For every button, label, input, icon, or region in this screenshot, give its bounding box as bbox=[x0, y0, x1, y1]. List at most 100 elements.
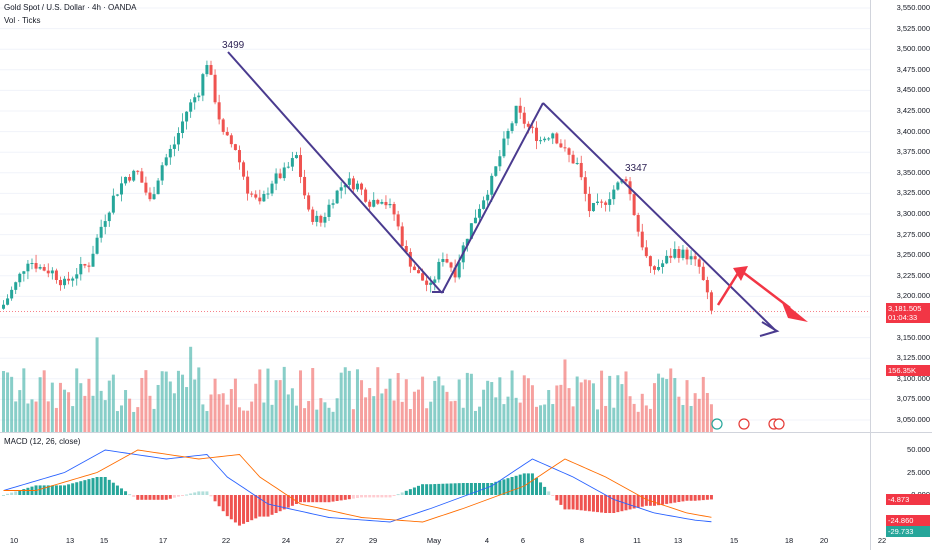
macd-histogram-bar bbox=[185, 494, 189, 496]
volume-bar bbox=[181, 374, 185, 432]
macd-histogram-bar bbox=[709, 495, 713, 500]
macd-histogram-bar bbox=[83, 480, 87, 495]
macd-histogram-bar bbox=[453, 483, 457, 495]
macd-histogram-bar bbox=[437, 483, 441, 495]
candle-body bbox=[197, 95, 201, 98]
volume-bar bbox=[453, 400, 457, 432]
candle-body bbox=[368, 201, 372, 207]
volume-bar bbox=[364, 397, 368, 432]
volume-bar bbox=[351, 409, 355, 432]
macd-histogram-bar bbox=[506, 478, 510, 495]
candle-body bbox=[103, 221, 107, 227]
candle-body bbox=[339, 187, 343, 191]
volume-bar bbox=[172, 393, 176, 432]
candle-body bbox=[665, 255, 669, 264]
price-tick: 3,350.000 bbox=[896, 167, 930, 177]
volume-bar bbox=[71, 406, 75, 432]
candle-body bbox=[67, 278, 71, 281]
candle-body bbox=[185, 111, 189, 122]
macd-histogram-bar bbox=[433, 484, 437, 495]
macd-histogram-bar bbox=[2, 495, 5, 496]
volume-bar bbox=[311, 368, 315, 432]
macd-histogram-bar bbox=[604, 495, 608, 513]
macd-histogram-bar bbox=[596, 495, 600, 513]
macd-histogram-bar bbox=[697, 495, 701, 501]
candle-body bbox=[616, 182, 620, 190]
volume-bar bbox=[461, 407, 465, 432]
price-tick: 3,150.000 bbox=[896, 332, 930, 342]
price-tick: 3,100.000 bbox=[896, 373, 930, 383]
candle-body bbox=[237, 150, 241, 163]
volume-bar bbox=[6, 372, 10, 432]
candle-body bbox=[168, 148, 172, 158]
candle-body bbox=[355, 183, 359, 190]
volume-bar bbox=[360, 380, 364, 432]
candle-body bbox=[58, 279, 62, 286]
volume-bar bbox=[26, 403, 30, 432]
volume-bar bbox=[128, 398, 132, 432]
volume-bar bbox=[697, 398, 701, 432]
macd-histogram-bar bbox=[445, 483, 449, 495]
macd-histogram-bar bbox=[136, 495, 140, 500]
volume-bar bbox=[327, 407, 331, 432]
macd-histogram-bar bbox=[50, 485, 54, 495]
volume-bar bbox=[164, 371, 168, 432]
volume-bar bbox=[490, 382, 494, 432]
volume-bar bbox=[661, 377, 665, 432]
macd-histogram-bar bbox=[486, 483, 490, 495]
macd-histogram-bar bbox=[258, 495, 262, 517]
candle-body bbox=[22, 271, 26, 274]
macd-histogram-bar bbox=[164, 495, 168, 500]
projection-arrowhead-down bbox=[781, 300, 808, 322]
volume-bar bbox=[604, 405, 608, 432]
candle-body bbox=[673, 249, 677, 258]
time-tick: 27 bbox=[335, 536, 345, 545]
volume-bar bbox=[587, 380, 591, 432]
candle-body bbox=[160, 165, 164, 181]
volume-bar bbox=[176, 370, 180, 432]
candle-body bbox=[242, 162, 246, 177]
candle-body bbox=[685, 249, 689, 260]
projection-arrowhead-up bbox=[733, 266, 748, 281]
macd-histogram-bar bbox=[221, 495, 225, 512]
candle-body bbox=[669, 255, 673, 258]
candle-body bbox=[233, 144, 237, 151]
macd-histogram-bar bbox=[58, 485, 62, 495]
macd-histogram-bar bbox=[644, 495, 648, 506]
volume-bar bbox=[270, 404, 274, 432]
volume-bar bbox=[437, 376, 441, 432]
volume-bar bbox=[709, 404, 713, 432]
macd-histogram-bar bbox=[478, 483, 482, 495]
candle-body bbox=[429, 282, 433, 285]
macd-histogram-bar bbox=[518, 474, 522, 495]
price-tick: 3,250.000 bbox=[896, 250, 930, 260]
candle-body bbox=[38, 267, 42, 269]
macd-histogram-bar bbox=[534, 477, 538, 495]
volume-bar bbox=[213, 378, 217, 432]
candle-body bbox=[201, 74, 205, 96]
macd-histogram-bar bbox=[498, 480, 502, 495]
countdown-tag: 01:04:33 bbox=[886, 312, 930, 323]
peak-label-3347: 3347 bbox=[625, 163, 648, 174]
candle-body bbox=[91, 253, 95, 267]
candle-body bbox=[46, 270, 50, 274]
candle-body bbox=[136, 170, 140, 172]
macd-histogram-bar bbox=[71, 483, 75, 495]
macd-histogram-bar bbox=[144, 495, 148, 500]
volume-bar bbox=[628, 396, 632, 432]
candles bbox=[2, 60, 713, 315]
candle-body bbox=[221, 119, 225, 132]
volume-bar bbox=[543, 404, 547, 432]
volume-bar bbox=[425, 408, 429, 432]
candle-body bbox=[478, 208, 482, 218]
macd-histogram-bar bbox=[494, 481, 498, 495]
macd-histogram-bar bbox=[115, 485, 119, 495]
trend-line-down-1 bbox=[227, 51, 443, 294]
macd-histogram-bar bbox=[620, 495, 624, 512]
candle-body bbox=[99, 226, 103, 238]
volume-bar bbox=[54, 407, 58, 432]
macd-histogram-bar bbox=[600, 495, 604, 513]
time-tick: 15 bbox=[99, 536, 109, 545]
